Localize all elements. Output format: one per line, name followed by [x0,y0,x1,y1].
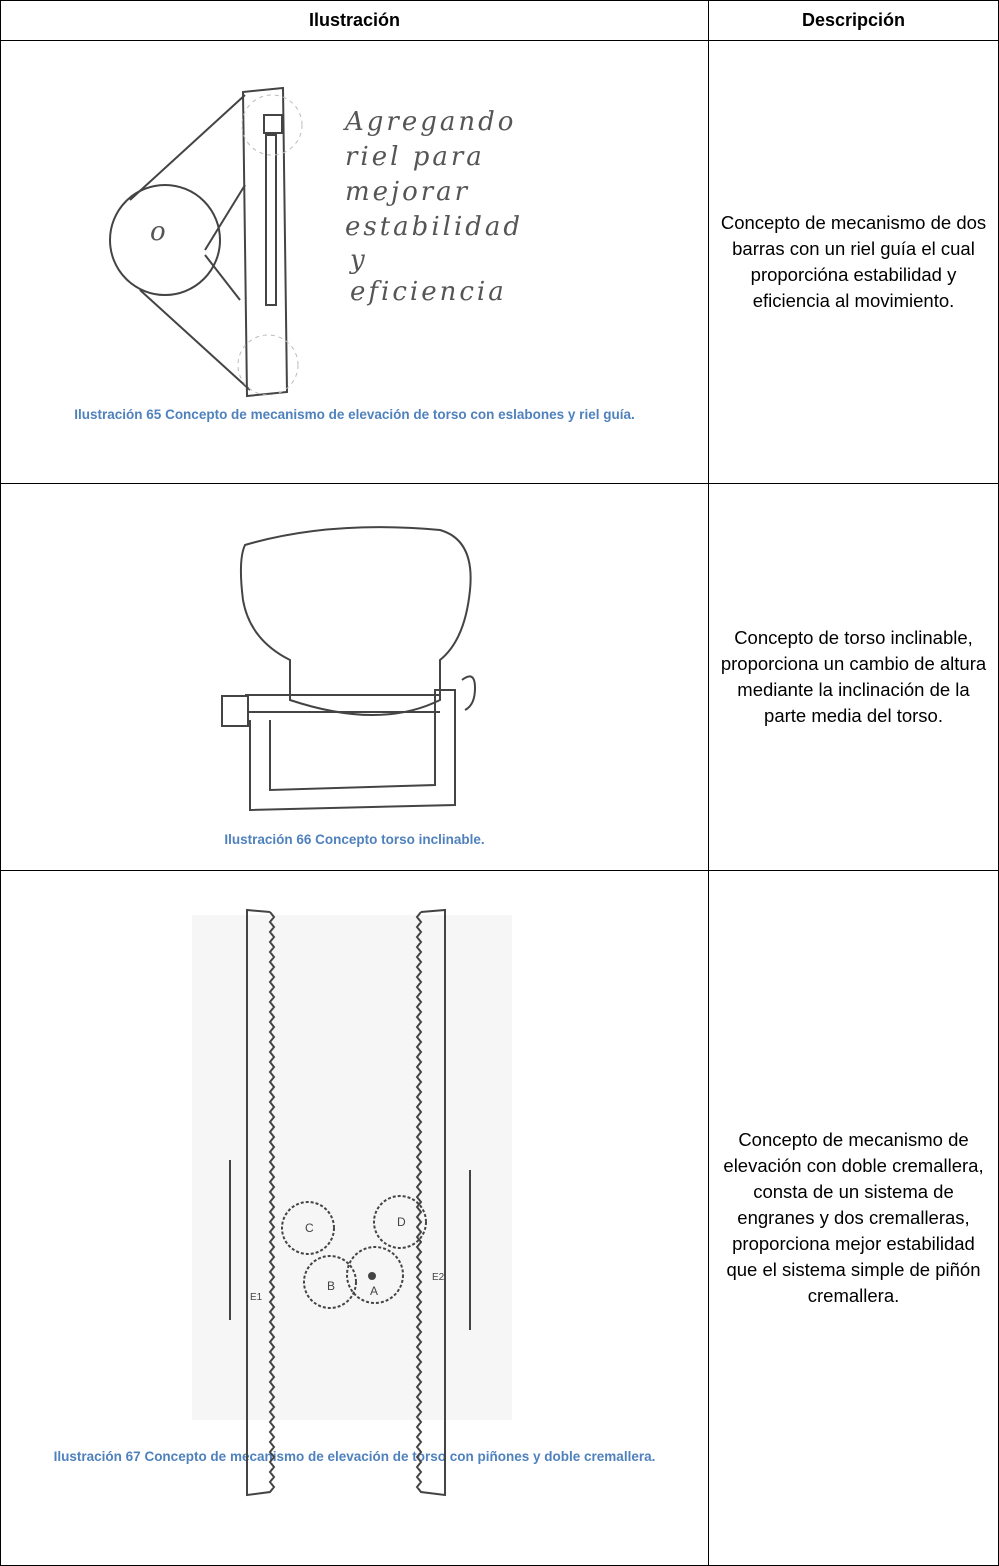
sketch-text: Agregando [343,107,516,137]
paper [192,915,512,1420]
sketch-text: riel para [345,142,485,172]
gear [373,1195,427,1249]
link [204,184,246,251]
link [204,254,241,301]
sketch-text: estabilidad [345,212,523,242]
sketch-text: y [349,245,368,275]
sketch-text: eficiencia [350,277,507,307]
gear-center [368,1272,376,1280]
rail [265,134,277,306]
base [249,689,456,812]
sketch-67: C D B A E1 E2 [192,908,512,1497]
joint [241,94,303,156]
gear-label: A [370,1284,378,1298]
gear [281,1201,335,1255]
caption: Ilustración 66 Concepto torso inclinable… [224,832,485,847]
description: Concepto de torso inclinable, proporcion… [708,483,999,871]
gear [303,1255,357,1309]
description: Concepto de mecanismo de dos barras con … [708,40,999,484]
pulley [109,184,221,296]
description: Concepto de mecanismo de elevación con d… [708,870,999,1566]
rack [415,908,446,1497]
handle [221,695,249,727]
gear-label: B [327,1279,335,1293]
gear-label: C [305,1221,314,1235]
link [139,289,251,391]
sketch-66 [221,526,477,812]
rail-frame [241,86,289,398]
gear [346,1246,404,1304]
sketch-65: o Agregando riel para mejorar estabilida… [109,86,523,398]
link [129,94,246,201]
gear-label: D [397,1215,406,1229]
sketch-text: mejorar [345,177,470,207]
slider [263,114,283,134]
caption: Ilustración 67 Concepto de mecanismo de … [53,1449,656,1464]
rotation [461,675,477,711]
joint [237,334,299,396]
rack [246,908,276,1497]
torso [239,526,472,716]
caption: Ilustración 65 Concepto de mecanismo de … [74,407,635,422]
gear-label: E2 [432,1272,445,1283]
axle [245,694,440,713]
mark: o [150,217,169,247]
gear-label: E1 [250,1292,263,1303]
